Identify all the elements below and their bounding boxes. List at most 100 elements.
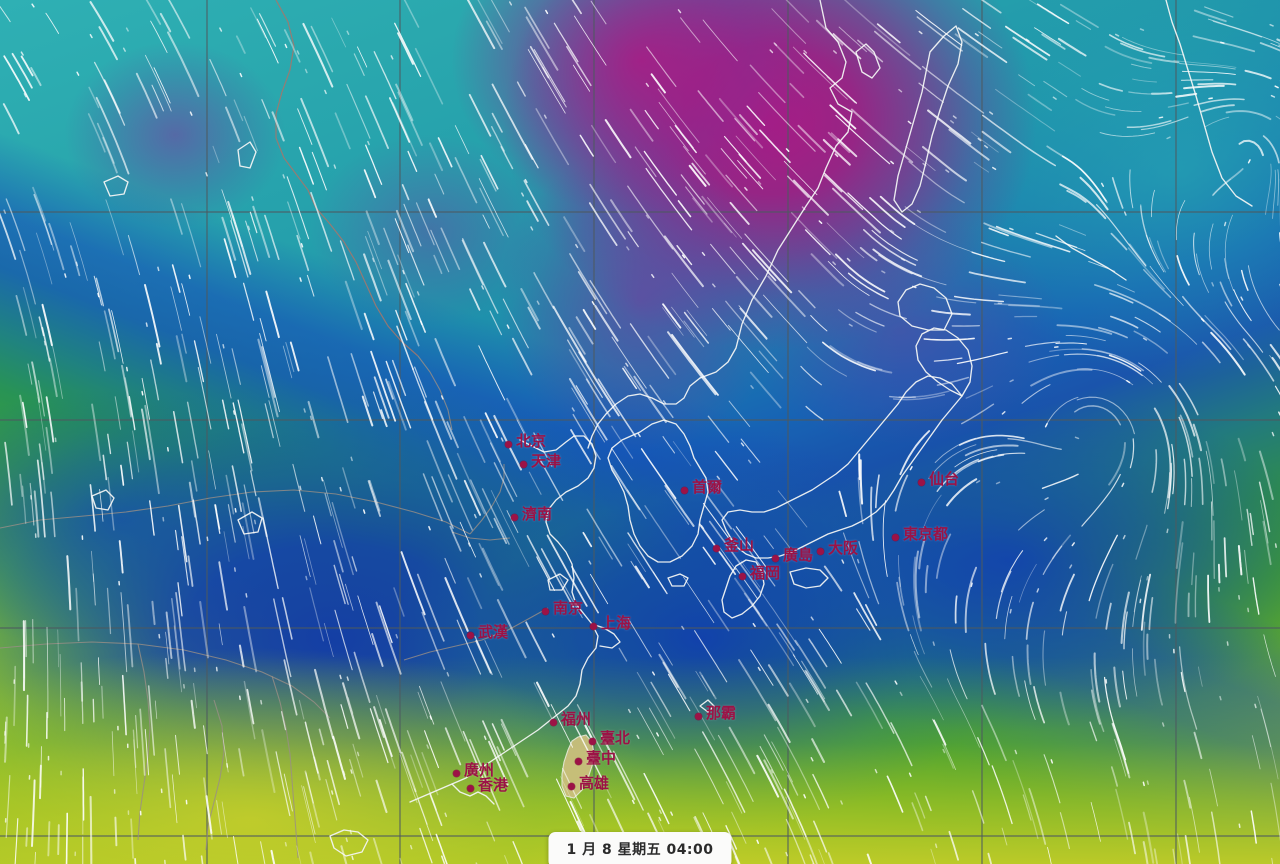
wind-streak [569, 253, 608, 315]
wind-streak [574, 724, 603, 780]
wind-streak [491, 83, 534, 160]
city-dot-icon [694, 712, 702, 720]
wind-streak [107, 433, 112, 455]
wind-streak [173, 625, 183, 693]
wind-streak [1012, 36, 1048, 61]
wind-streak [1269, 23, 1274, 27]
wind-streak [149, 500, 155, 536]
wind-streak [648, 707, 673, 751]
wind-streak [305, 772, 314, 804]
wind-streak [373, 376, 390, 419]
wind-streak [735, 526, 766, 567]
wind-streak [3, 55, 30, 101]
wind-streak [858, 541, 880, 605]
wind-streak [496, 599, 527, 659]
wind-streak [740, 438, 761, 463]
wind-streak [692, 197, 713, 223]
wind-streak [890, 722, 913, 767]
wind-streak [1249, 512, 1255, 536]
wind-streak [463, 416, 486, 463]
wind-streak [843, 0, 911, 56]
wind-streak [105, 199, 124, 256]
wind-streak [864, 604, 878, 626]
wind-streak [1250, 810, 1257, 844]
wind-streak [769, 49, 774, 54]
wind-streak [930, 848, 936, 864]
wind-streak [76, 71, 80, 76]
wind-streak [856, 558, 860, 564]
wind-streak [504, 855, 509, 864]
wind-streak [530, 226, 534, 231]
wind-streak [107, 476, 115, 531]
wind-streak [1097, 326, 1128, 339]
wind-streak [1260, 708, 1272, 748]
wind-streak [264, 214, 280, 260]
wind-streak [223, 531, 230, 562]
wind-streak [801, 206, 806, 211]
wind-streak [729, 842, 741, 864]
wind-streak [757, 666, 761, 672]
timestamp-label[interactable]: 1 月 8 星期五 04:00 [548, 832, 732, 864]
wind-streak [588, 202, 618, 246]
wind-streak [975, 480, 981, 484]
wind-streak [1274, 85, 1279, 89]
wind-streak [667, 331, 717, 396]
wind-streak [526, 200, 539, 222]
wind-streak [171, 774, 178, 824]
wind-streak [421, 611, 446, 670]
wind-streak [980, 241, 1031, 258]
wind-streak [92, 698, 95, 723]
wind-streak [626, 246, 630, 251]
wind-streak [908, 271, 947, 286]
wind-streak [604, 119, 632, 159]
wind-streak [1074, 405, 1122, 426]
wind-streak [778, 632, 796, 658]
wind-streak [27, 363, 33, 385]
wind-streak [640, 448, 677, 500]
wind-streak [303, 538, 317, 585]
wind-streak [482, 720, 501, 762]
wind-streak [1205, 440, 1215, 485]
city-dot-icon [588, 737, 596, 745]
wind-streak [835, 689, 853, 717]
wind-streak [145, 322, 148, 327]
wind-streak [747, 459, 752, 464]
wind-streak [649, 384, 674, 419]
wind-streak [683, 145, 706, 175]
wind-streak [444, 727, 462, 766]
wind-streak [468, 93, 492, 137]
wind-streak [533, 682, 554, 723]
wind-streak [292, 463, 306, 512]
wind-streak [237, 399, 253, 464]
wind-streak [932, 641, 935, 646]
wind-streak [426, 440, 453, 503]
wind-streak [144, 404, 160, 495]
wind-streak [502, 298, 529, 349]
wind-streak [1011, 655, 1020, 697]
wind-streak [1034, 27, 1062, 45]
wind-streak [48, 222, 65, 271]
wind-streak [181, 203, 202, 268]
wind-streak [601, 778, 612, 799]
wind-streak [680, 174, 705, 205]
wind-streak [611, 447, 633, 481]
wind-streak [1210, 811, 1221, 864]
wind-streak [1024, 341, 1061, 347]
wind-streak [658, 642, 673, 666]
wind-streak [365, 210, 380, 246]
wind-streak [644, 505, 682, 560]
wind-streak [763, 759, 794, 820]
wind-streak [419, 320, 423, 326]
wind-streak [32, 186, 47, 222]
wind-streak [1140, 116, 1189, 131]
wind-streak [957, 27, 1008, 64]
wind-streak [302, 22, 334, 88]
wind-streak [631, 799, 635, 805]
wind-streak [349, 759, 362, 797]
wind-streak [645, 167, 693, 231]
wind-streak [540, 548, 575, 608]
wind-streak [1065, 334, 1106, 342]
wind-streak [1105, 602, 1112, 630]
wind-streak [363, 312, 375, 341]
